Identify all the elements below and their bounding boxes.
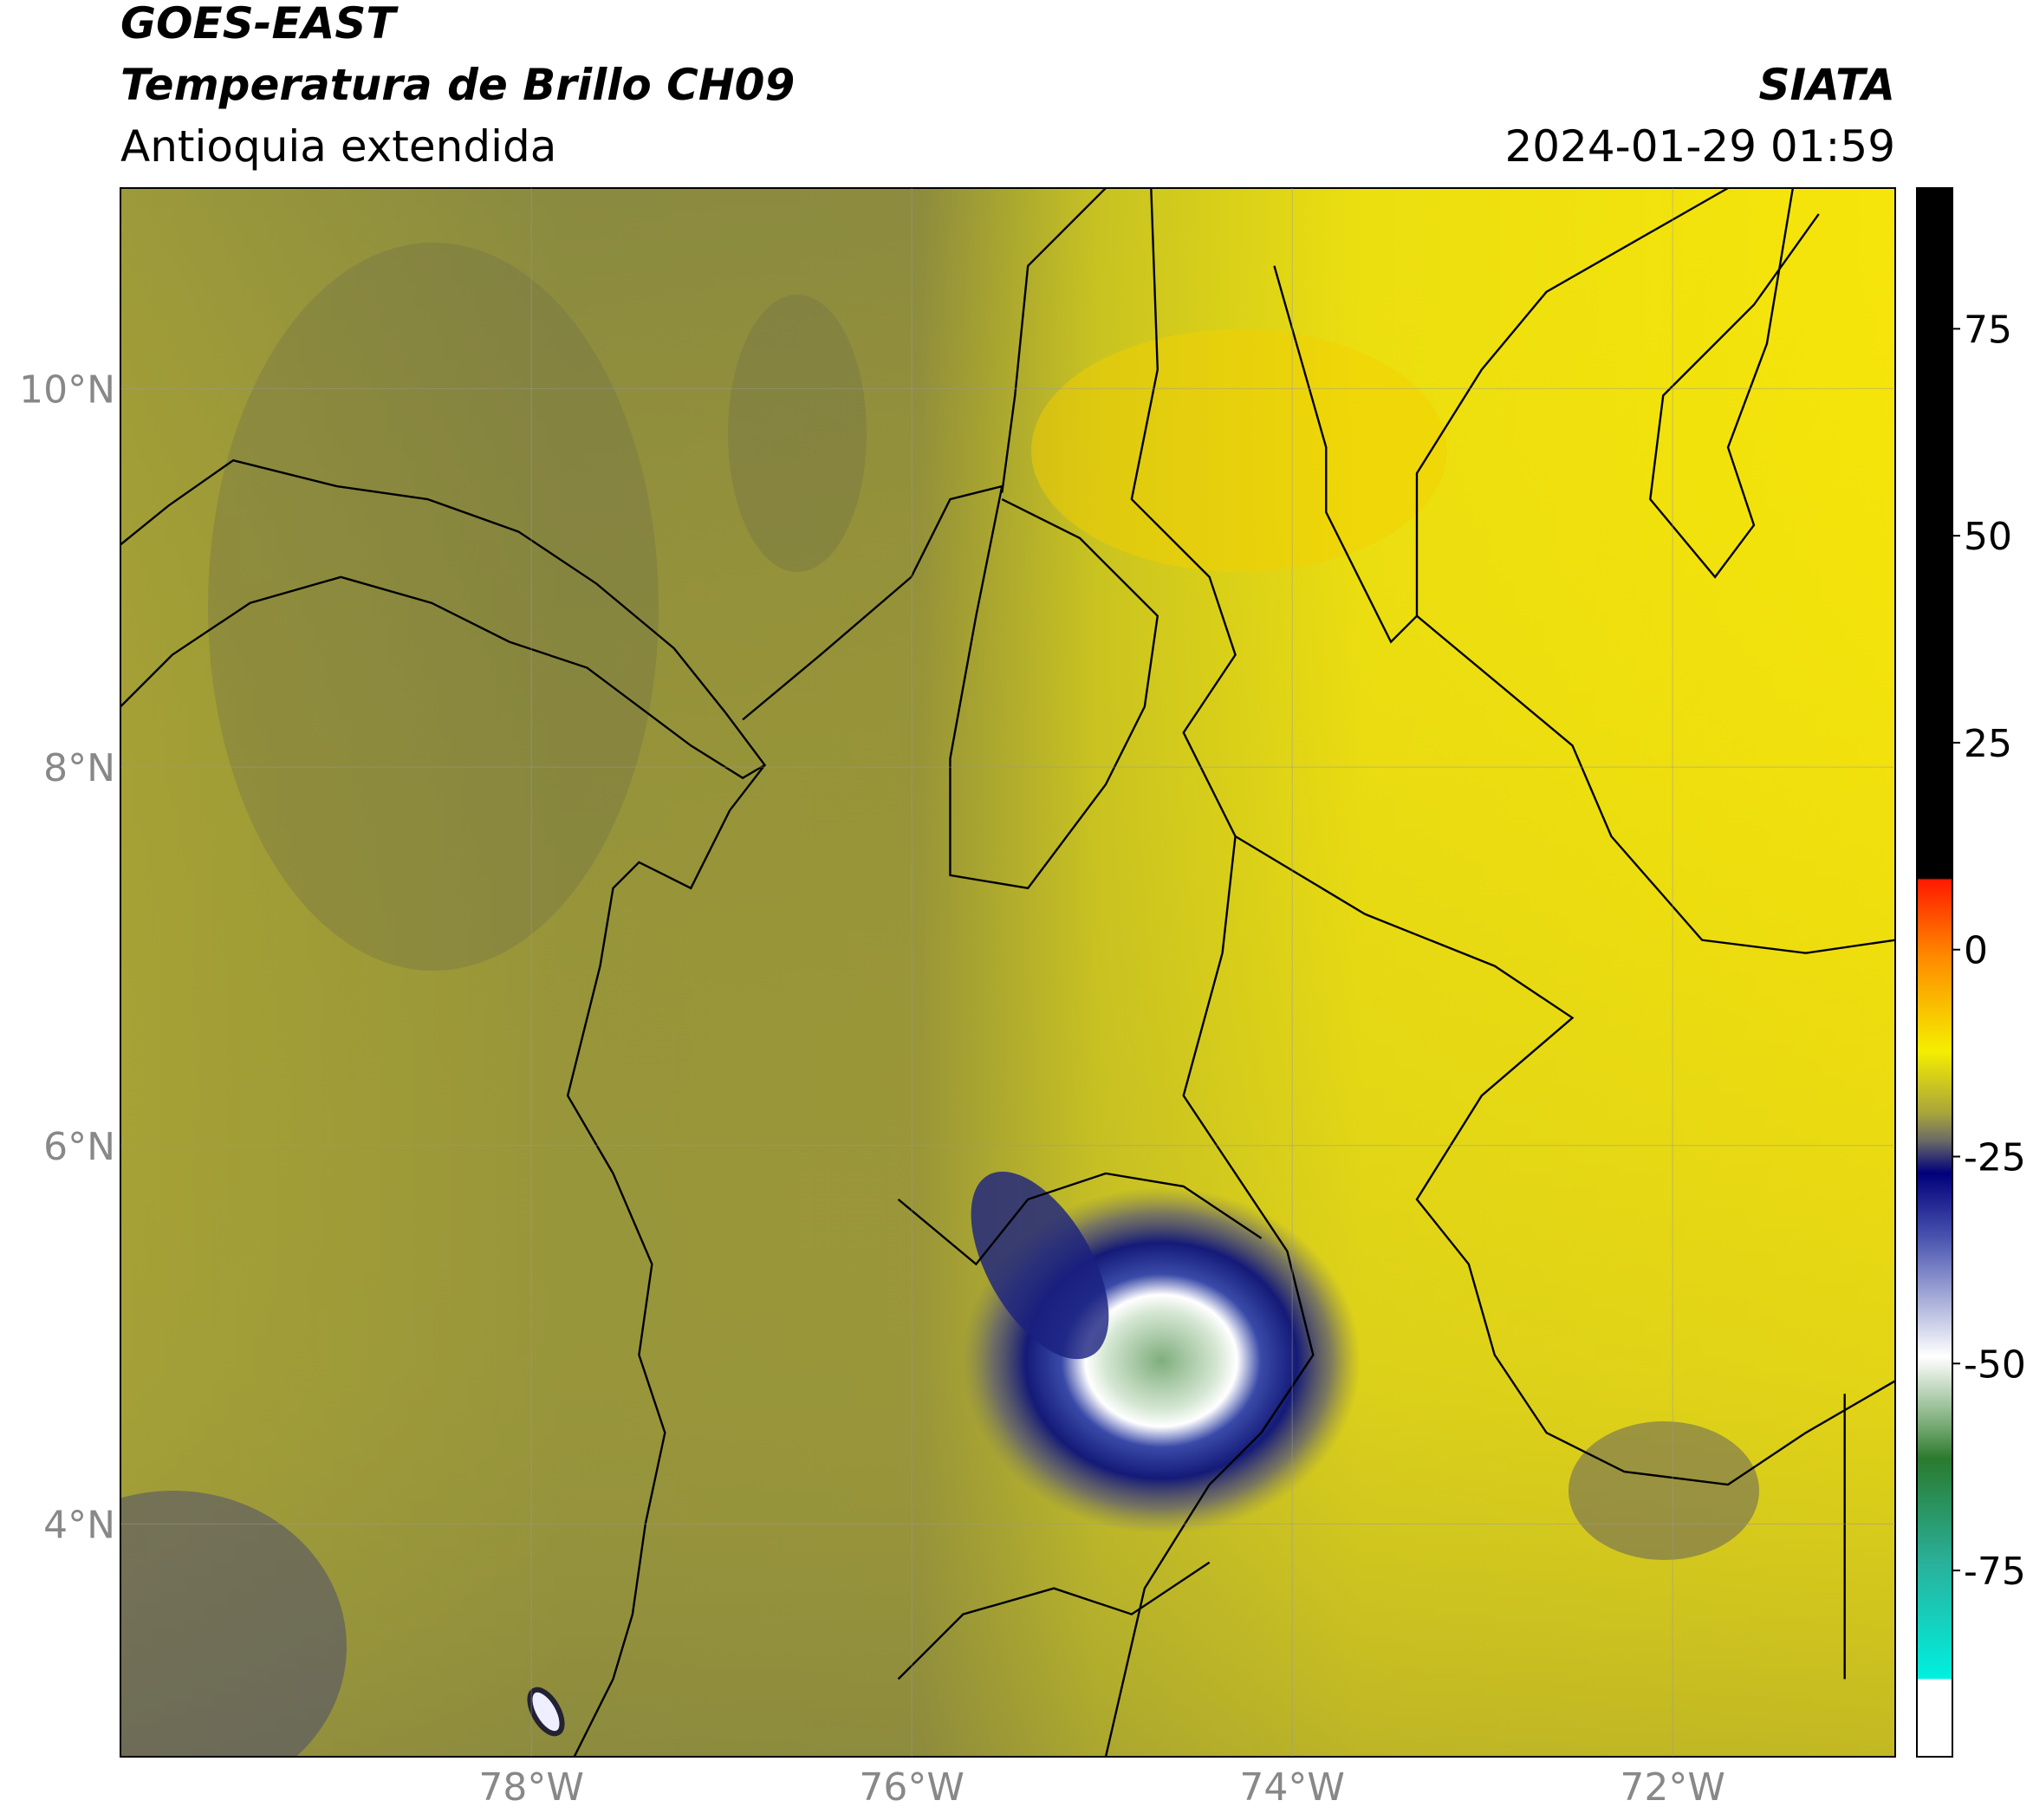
x-tick-label: 74°W [1239,1765,1345,1810]
colorbar [1916,187,1953,1758]
timestamp: 2024-01-29 01:59 [1504,121,1895,172]
region: Antioquia extendida [120,121,556,172]
source: SIATA [1759,60,1895,110]
x-tick-label: 76°W [859,1765,965,1810]
map-image [120,188,1895,1757]
y-tick-label: 8°N [43,746,115,790]
x-tick-label: 78°W [478,1765,584,1810]
x-tick-label: 72°W [1620,1765,1725,1810]
y-tick-label: 6°N [43,1125,115,1169]
colorbar-tick-label: 0 [1964,929,1988,973]
colorbar-tick-label: -25 [1964,1136,2026,1180]
map-frame [120,187,1896,1758]
colorbar-tick-label: 75 [1964,308,2012,352]
title: GOES-EAST [120,0,399,49]
y-tick-label: 10°N [19,367,115,412]
colorbar-tick-label: -75 [1964,1550,2026,1594]
subtitle: Temperatura de Brillo CH09 [120,60,795,110]
y-tick-label: 4°N [43,1503,115,1547]
colorbar-tick-label: 25 [1964,722,2012,766]
colorbar-tick-label: 50 [1964,515,2012,559]
colorbar-tick-label: -50 [1964,1342,2026,1387]
